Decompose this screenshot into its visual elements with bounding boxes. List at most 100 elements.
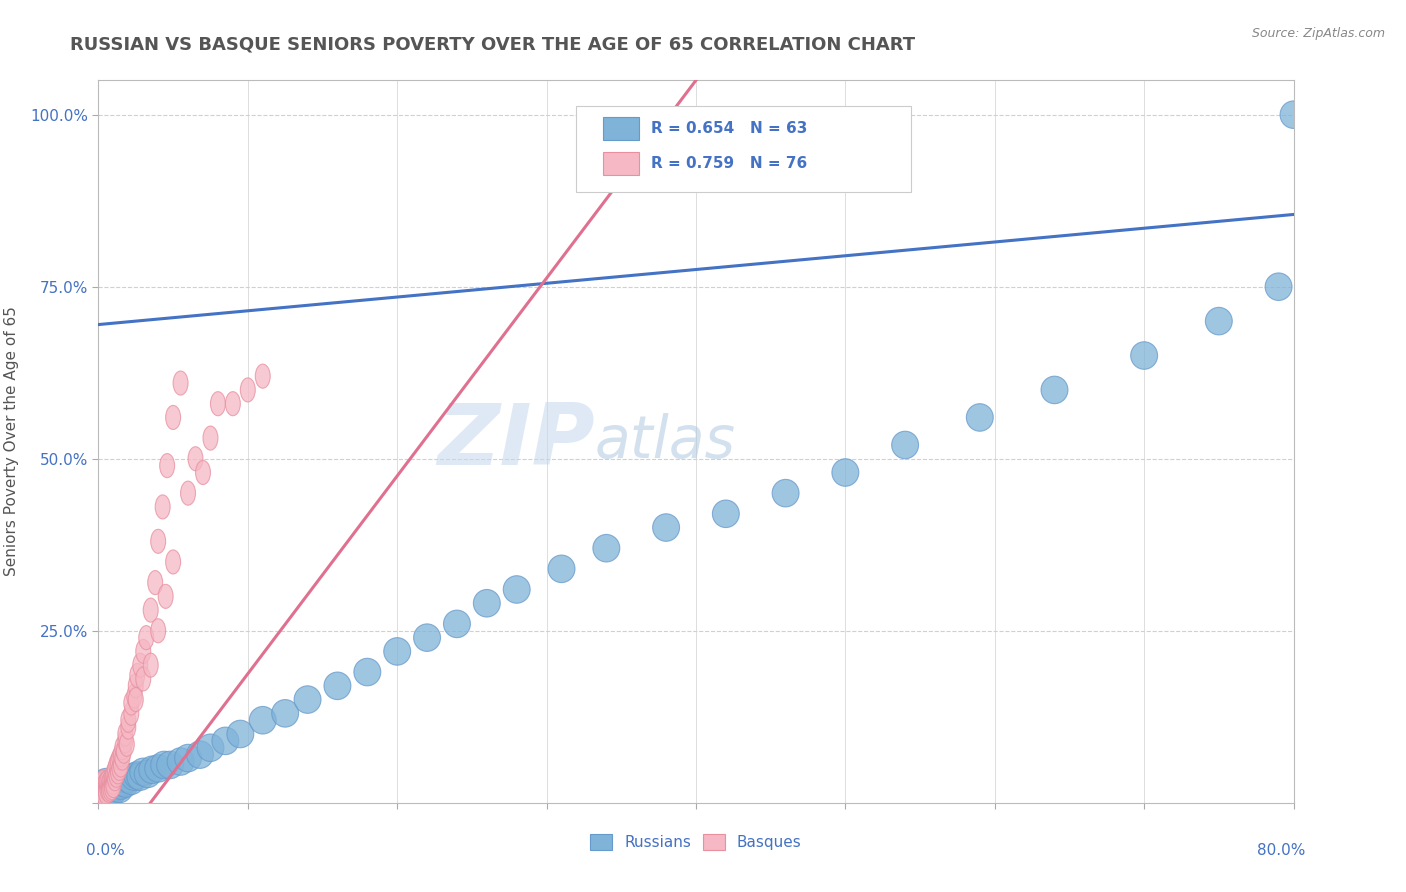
FancyBboxPatch shape — [576, 105, 911, 193]
Ellipse shape — [121, 708, 136, 732]
Ellipse shape — [166, 405, 180, 430]
Ellipse shape — [105, 773, 121, 797]
Ellipse shape — [101, 776, 117, 800]
Ellipse shape — [111, 765, 138, 792]
Ellipse shape — [124, 701, 139, 725]
Ellipse shape — [166, 549, 180, 574]
Ellipse shape — [413, 624, 440, 651]
Ellipse shape — [107, 772, 135, 799]
Ellipse shape — [249, 706, 276, 734]
Ellipse shape — [115, 746, 129, 770]
Ellipse shape — [105, 764, 121, 789]
FancyBboxPatch shape — [603, 117, 638, 140]
Ellipse shape — [159, 584, 173, 608]
Ellipse shape — [143, 653, 159, 677]
Ellipse shape — [135, 760, 162, 788]
Ellipse shape — [112, 746, 127, 770]
Ellipse shape — [294, 686, 321, 714]
Ellipse shape — [98, 779, 114, 803]
Ellipse shape — [120, 732, 135, 756]
Ellipse shape — [593, 534, 620, 562]
Ellipse shape — [97, 779, 112, 803]
Ellipse shape — [97, 773, 112, 797]
Ellipse shape — [174, 744, 201, 772]
Text: R = 0.759   N = 76: R = 0.759 N = 76 — [651, 156, 807, 171]
Ellipse shape — [115, 765, 142, 792]
Ellipse shape — [139, 625, 153, 649]
Ellipse shape — [111, 749, 125, 773]
Ellipse shape — [101, 772, 128, 799]
Ellipse shape — [118, 729, 132, 753]
Ellipse shape — [108, 753, 124, 777]
Ellipse shape — [94, 779, 108, 803]
Ellipse shape — [107, 767, 122, 791]
Ellipse shape — [114, 742, 128, 767]
Ellipse shape — [101, 779, 117, 803]
Ellipse shape — [104, 770, 131, 797]
Ellipse shape — [150, 751, 177, 779]
Ellipse shape — [384, 638, 411, 665]
Ellipse shape — [96, 777, 111, 801]
Ellipse shape — [211, 392, 225, 416]
Text: ZIP: ZIP — [437, 400, 595, 483]
Text: R = 0.654   N = 63: R = 0.654 N = 63 — [651, 121, 807, 136]
Ellipse shape — [180, 481, 195, 505]
Ellipse shape — [97, 782, 112, 806]
Ellipse shape — [136, 667, 150, 691]
Ellipse shape — [195, 460, 211, 484]
Ellipse shape — [187, 741, 214, 768]
Ellipse shape — [98, 772, 114, 796]
Ellipse shape — [103, 774, 129, 801]
Ellipse shape — [127, 684, 142, 708]
Ellipse shape — [136, 640, 150, 664]
Ellipse shape — [105, 775, 132, 803]
Ellipse shape — [108, 764, 124, 788]
Ellipse shape — [103, 777, 118, 801]
Ellipse shape — [104, 767, 120, 791]
Ellipse shape — [226, 720, 254, 747]
Ellipse shape — [271, 699, 298, 727]
Ellipse shape — [503, 575, 530, 603]
Ellipse shape — [167, 747, 194, 775]
Ellipse shape — [111, 760, 125, 784]
Text: 80.0%: 80.0% — [1257, 843, 1306, 857]
Ellipse shape — [652, 514, 679, 541]
Ellipse shape — [108, 768, 136, 796]
Ellipse shape — [832, 458, 859, 486]
Ellipse shape — [129, 664, 145, 688]
Ellipse shape — [160, 453, 174, 478]
Ellipse shape — [90, 772, 117, 799]
Ellipse shape — [256, 364, 270, 388]
Ellipse shape — [105, 762, 121, 786]
Ellipse shape — [100, 768, 127, 796]
Ellipse shape — [474, 590, 501, 617]
Ellipse shape — [118, 722, 132, 746]
Ellipse shape — [443, 610, 471, 638]
Ellipse shape — [121, 763, 148, 790]
Ellipse shape — [143, 599, 159, 623]
Ellipse shape — [354, 658, 381, 686]
Ellipse shape — [188, 447, 202, 471]
Ellipse shape — [124, 762, 150, 789]
Ellipse shape — [173, 371, 188, 395]
FancyBboxPatch shape — [603, 152, 638, 175]
Ellipse shape — [1040, 376, 1069, 404]
Ellipse shape — [96, 780, 122, 808]
Ellipse shape — [129, 758, 156, 786]
Ellipse shape — [112, 756, 127, 780]
Ellipse shape — [103, 769, 118, 793]
Ellipse shape — [323, 672, 352, 699]
Ellipse shape — [1205, 308, 1232, 334]
Ellipse shape — [94, 772, 121, 799]
Text: RUSSIAN VS BASQUE SENIORS POVERTY OVER THE AGE OF 65 CORRELATION CHART: RUSSIAN VS BASQUE SENIORS POVERTY OVER T… — [70, 36, 915, 54]
Ellipse shape — [115, 736, 129, 760]
Ellipse shape — [100, 770, 115, 794]
Ellipse shape — [1279, 101, 1308, 128]
Ellipse shape — [98, 776, 114, 800]
Ellipse shape — [114, 753, 128, 777]
Ellipse shape — [1265, 273, 1292, 301]
Ellipse shape — [104, 772, 120, 796]
Ellipse shape — [197, 734, 224, 762]
Ellipse shape — [96, 780, 111, 805]
Ellipse shape — [91, 777, 118, 805]
